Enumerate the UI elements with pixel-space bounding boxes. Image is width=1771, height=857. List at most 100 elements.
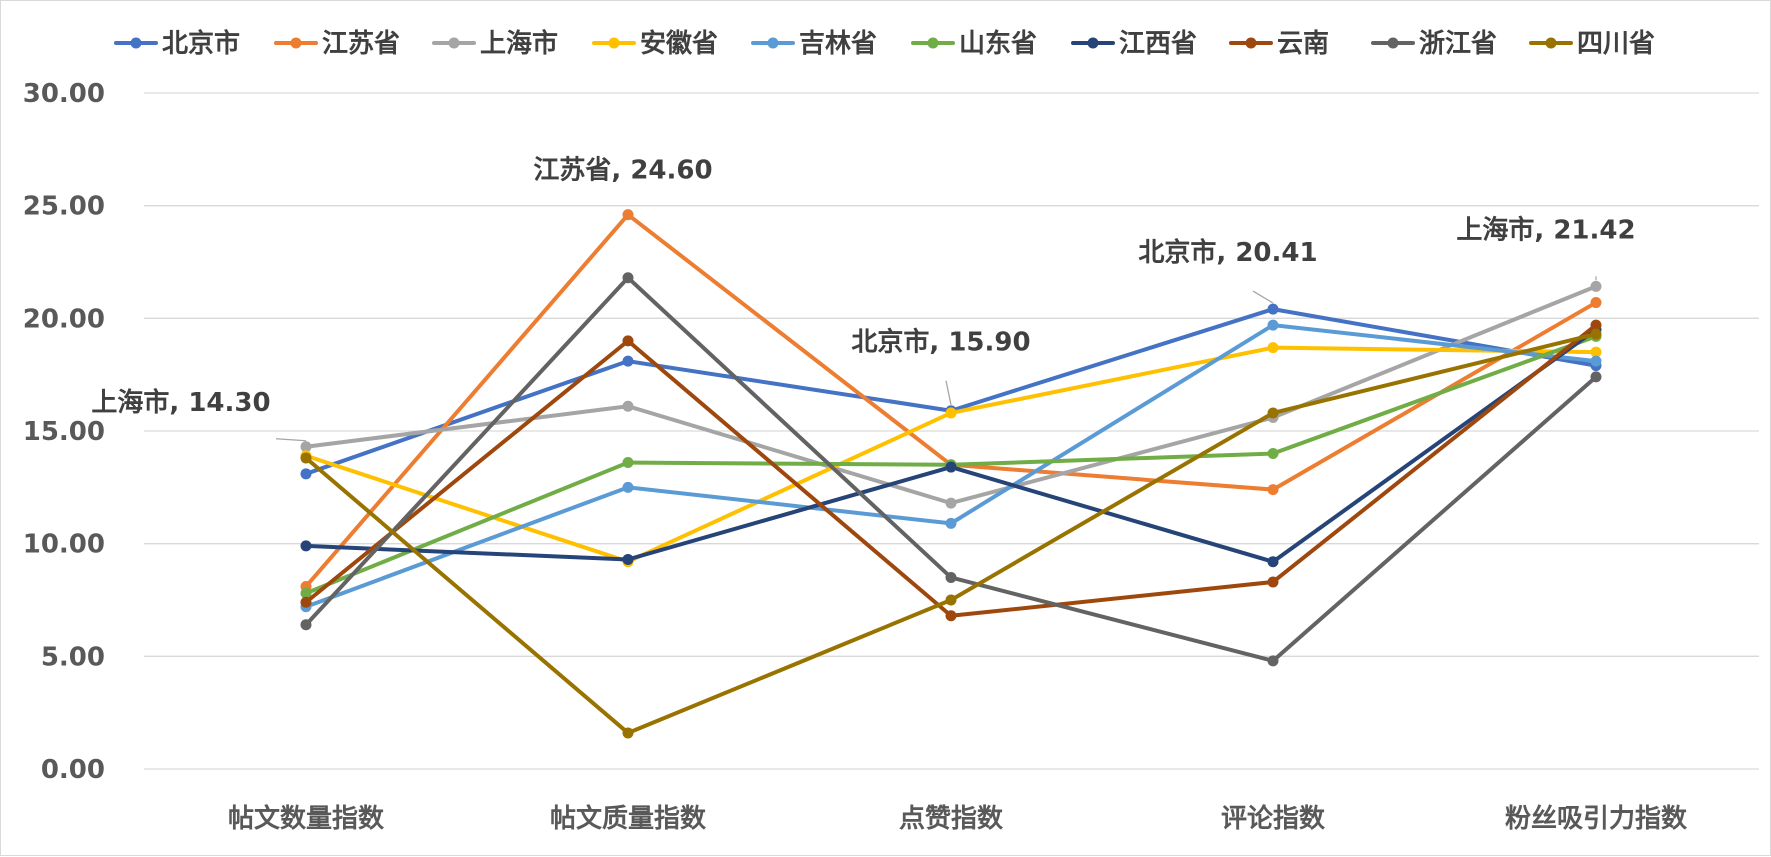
legend-swatch-marker-4 (767, 37, 779, 49)
annotation-label-2: 北京市, 15.90 (851, 327, 1030, 358)
data-point-8-2 (945, 571, 957, 583)
data-point-2-1 (622, 400, 634, 412)
data-point-3-4 (1590, 346, 1602, 358)
data-point-8-4 (1590, 371, 1602, 383)
legend-swatch-marker-6 (1087, 37, 1099, 49)
legend-item-3: 安徽省 (592, 29, 718, 59)
annotation-0: 上海市, 14.30 (91, 387, 307, 442)
legend-label-5: 山东省 (959, 28, 1037, 59)
legend-label-6: 江西省 (1119, 29, 1197, 59)
series-4 (300, 319, 1602, 613)
data-point-7-4 (1590, 319, 1602, 331)
x-category-label-3: 评论指数 (1221, 804, 1326, 834)
legend-item-1: 江苏省 (274, 29, 400, 59)
legend-item-6: 江西省 (1071, 29, 1197, 59)
data-point-4-3 (1267, 319, 1279, 331)
data-point-8-1 (622, 272, 634, 284)
legend-swatch-marker-3 (608, 37, 620, 49)
y-tick-label-3: 15.00 (23, 417, 105, 447)
series-6 (300, 324, 1602, 568)
annotation-label-4: 上海市, 21.42 (1456, 214, 1635, 245)
y-axis-ticks: 0.00 5.00 10.00 15.00 20.00 25.00 30.00 (23, 79, 105, 785)
legend-label-7: 云南 (1277, 29, 1329, 59)
legend-label-8: 浙江省 (1419, 29, 1497, 59)
legend-label-2: 上海市 (480, 28, 558, 59)
annotation-label-0: 上海市, 14.30 (91, 387, 270, 418)
legend-label-4: 吉林省 (799, 29, 877, 59)
annotation-4: 上海市, 21.42 (1456, 214, 1636, 281)
annotation-leader-2 (945, 380, 952, 405)
data-point-2-2 (945, 497, 957, 509)
x-category-label-2: 点赞指数 (899, 803, 1004, 834)
data-point-2-0 (300, 441, 312, 453)
data-point-0-1 (622, 355, 634, 367)
series-8 (300, 272, 1602, 667)
data-point-6-0 (300, 540, 312, 552)
legend-item-5: 山东省 (911, 28, 1037, 59)
legend-swatch-marker-9 (1545, 37, 1557, 49)
annotation-leader-3 (1252, 290, 1274, 304)
legend-label-3: 安徽省 (640, 29, 718, 59)
legend-item-0: 北京市 (114, 28, 240, 59)
series-7 (300, 319, 1602, 622)
legend-label-9: 四川省 (1577, 29, 1655, 59)
annotation-1: 江苏省, 24.60 (533, 156, 712, 186)
data-point-4-1 (622, 481, 634, 493)
x-category-label-0: 帖文数量指数 (228, 803, 385, 834)
data-point-9-1 (622, 727, 634, 739)
y-tick-label-2: 10.00 (23, 530, 105, 560)
legend: 北京市 江苏省 上海市 安徽省 吉林省 山东省 江西省 云南 浙江省 四川省 (114, 28, 1655, 59)
annotation-3: 北京市, 20.41 (1138, 237, 1318, 304)
data-point-8-3 (1267, 655, 1279, 667)
data-point-2-4 (1590, 280, 1602, 292)
legend-swatch-marker-0 (130, 37, 142, 49)
data-point-6-2 (945, 461, 957, 473)
data-point-3-2 (945, 407, 957, 419)
series-lines (300, 209, 1602, 739)
data-point-9-3 (1267, 407, 1279, 419)
annotation-label-3: 北京市, 20.41 (1138, 237, 1317, 268)
y-tick-label-5: 25.00 (23, 192, 105, 222)
y-tick-label-0: 0.00 (41, 755, 105, 785)
data-point-6-3 (1267, 556, 1279, 568)
gridlines (144, 92, 1759, 770)
x-axis-categories: 帖文数量指数 帖文质量指数 点赞指数 评论指数 粉丝吸引力指数 (228, 803, 1688, 834)
legend-item-4: 吉林省 (751, 29, 877, 59)
legend-item-7: 云南 (1229, 29, 1329, 59)
legend-label-1: 江苏省 (322, 29, 400, 59)
data-point-9-2 (945, 594, 957, 606)
data-point-6-1 (622, 553, 634, 565)
data-point-0-0 (300, 468, 312, 480)
data-point-1-4 (1590, 297, 1602, 309)
x-category-label-1: 帖文质量指数 (550, 803, 707, 834)
data-point-7-1 (622, 335, 634, 347)
legend-swatch-marker-1 (290, 37, 302, 49)
data-point-3-3 (1267, 342, 1279, 354)
y-tick-label-4: 20.00 (23, 304, 105, 334)
data-point-5-3 (1267, 448, 1279, 460)
series-9 (300, 328, 1602, 739)
legend-item-8: 浙江省 (1371, 29, 1497, 59)
annotation-leader-0 (275, 438, 307, 442)
data-point-9-4 (1590, 328, 1602, 340)
data-point-5-0 (300, 587, 312, 599)
legend-swatch-marker-8 (1387, 37, 1399, 49)
legend-swatch-marker-5 (927, 37, 939, 49)
data-point-7-0 (300, 596, 312, 608)
data-point-0-3 (1267, 303, 1279, 315)
legend-swatch-marker-7 (1245, 37, 1257, 49)
data-point-4-2 (945, 517, 957, 529)
legend-item-2: 上海市 (432, 28, 558, 59)
legend-item-9: 四川省 (1529, 29, 1655, 59)
data-point-9-0 (300, 452, 312, 464)
legend-label-0: 北京市 (162, 28, 240, 59)
data-point-8-0 (300, 619, 312, 631)
series-line-1 (304, 212, 1598, 589)
data-annotations: 上海市, 14.30 江苏省, 24.60 北京市, 15.90 北京市, 20.41… (91, 156, 1636, 442)
x-category-label-4: 粉丝吸引力指数 (1505, 804, 1688, 834)
legend-swatch-marker-2 (448, 37, 460, 49)
data-point-7-3 (1267, 576, 1279, 588)
data-point-4-4 (1590, 355, 1602, 367)
